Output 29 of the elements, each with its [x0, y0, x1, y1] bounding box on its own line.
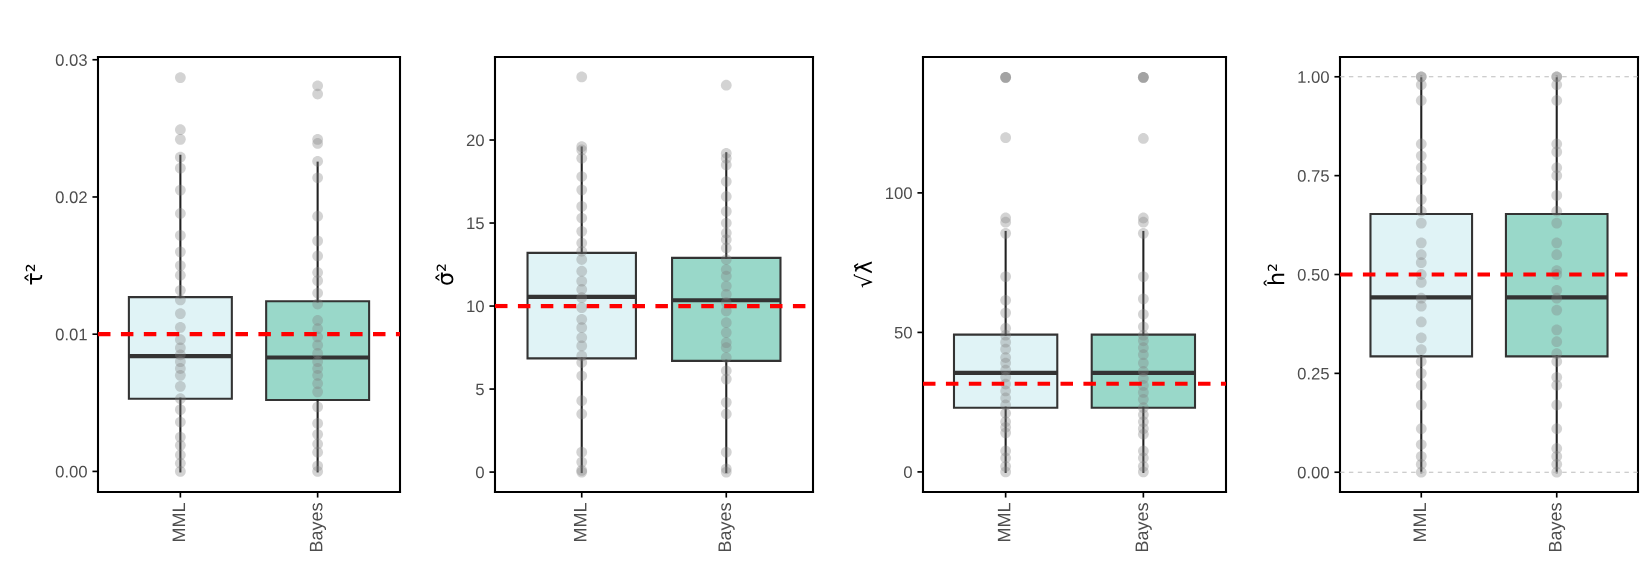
- y-axis-title: ĥ²: [1263, 264, 1285, 287]
- x-tick-label: MML: [997, 503, 1011, 542]
- y-tick-label: 0.75: [1297, 170, 1329, 182]
- x-tick-label: Bayes: [718, 503, 735, 552]
- y-tick-label: 0.03: [55, 54, 87, 66]
- y-tick-label: 5: [475, 383, 484, 396]
- x-tick-label: Bayes: [1548, 503, 1566, 552]
- y-tick-label: 0.01: [55, 328, 87, 341]
- y-tick-label: 0.50: [1297, 268, 1329, 281]
- y-tick-label: 15: [467, 217, 484, 230]
- y-tick-label: 100: [886, 187, 912, 200]
- y-tick-label: 0: [903, 466, 912, 479]
- y-axis-title: √λ̂: [853, 261, 873, 288]
- y-axis-title: σ̂²: [435, 264, 454, 285]
- x-tick-label: MML: [1413, 503, 1426, 542]
- y-tick-label: 0.00: [55, 465, 87, 478]
- y-tick-label: 0.02: [55, 191, 87, 204]
- y-axis-title: τ̂²: [24, 264, 43, 285]
- x-tick-label: Bayes: [309, 503, 327, 552]
- y-tick-label: 0.25: [1297, 367, 1329, 380]
- y-tick-label: 0.00: [1297, 466, 1329, 479]
- y-tick-label: 1.00: [1298, 71, 1329, 83]
- y-tick-label: 50: [894, 326, 912, 339]
- y-tick-label: 10: [467, 300, 484, 313]
- y-tick-label: 0: [475, 466, 484, 479]
- x-tick-label: MML: [573, 503, 587, 542]
- y-tick-label: 20: [466, 134, 484, 147]
- x-tick-label: Bayes: [1135, 503, 1152, 552]
- x-tick-label: MML: [172, 503, 186, 542]
